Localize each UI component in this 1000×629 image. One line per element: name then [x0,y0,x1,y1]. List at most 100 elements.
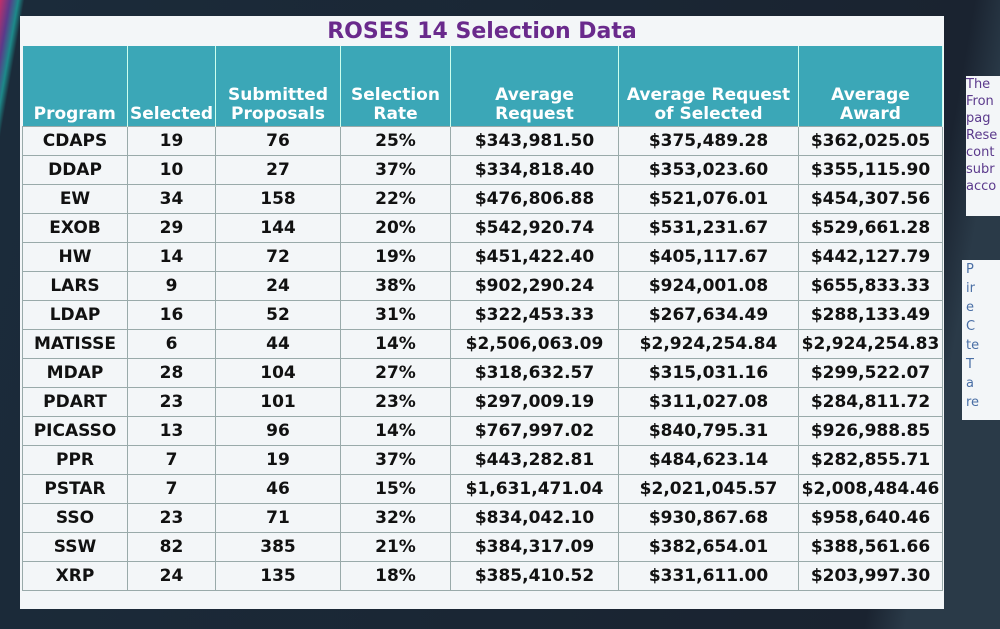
side-bullet-text: e [966,300,974,315]
table-cell: 52 [215,300,341,330]
column-header: Average Request [450,46,619,127]
table-cell: $203,997.30 [798,561,943,591]
table-cell: $384,317.09 [450,532,619,562]
table-cell: 71 [215,503,341,533]
side-text: subr [966,162,995,177]
table-cell: $476,806.88 [450,184,619,214]
table-cell: 385 [215,532,341,562]
table-cell: $924,001.08 [618,271,799,301]
table-cell: 18% [340,561,451,591]
table-row: EW 34 158 22% $476,806.88 $521,076.01 $454,307… [22,184,943,214]
table-row: PSTAR 7 46 15% $1,631,471.04 $2,021,045.57 $2,… [22,474,943,504]
column-header: Program [22,46,128,127]
table-row: MDAP 28 104 27% $318,632.57 $315,031.16 $299,5… [22,358,943,388]
table-cell: 19 [215,445,341,475]
table-cell: 37% [340,155,451,185]
table-cell: $958,640.46 [798,503,943,533]
side-bullet-text: T [966,357,974,372]
table-cell: $318,632.57 [450,358,619,388]
table-row: PDART 23 101 23% $297,009.19 $311,027.08 $284,… [22,387,943,417]
table-cell: $2,924,254.83 [798,329,943,359]
table-cell: $521,076.01 [618,184,799,214]
table-row: HW 14 72 19% $451,422.40 $405,117.67 $442,127.… [22,242,943,272]
table-cell: $311,027.08 [618,387,799,417]
table-cell: 44 [215,329,341,359]
table-cell: $334,818.40 [450,155,619,185]
table-cell: $930,867.68 [618,503,799,533]
side-text: acco [966,179,997,194]
side-bullet-text: P [966,262,974,277]
side-text: The [966,77,991,92]
table-row: MATISSE 6 44 14% $2,506,063.09 $2,924,254.84 $… [22,329,943,359]
table-cell: 24 [127,561,216,591]
table-cell: 19% [340,242,451,272]
table-cell: MDAP [22,358,128,388]
table-cell: 27% [340,358,451,388]
table-row: EXOB 29 144 20% $542,920.74 $531,231.67 $529,6… [22,213,943,243]
slide-title: ROSES 14 Selection Data [327,19,637,44]
side-text: Fron [966,94,994,109]
table-cell: $362,025.05 [798,126,943,156]
table-cell: 16 [127,300,216,330]
table-cell: $405,117.67 [618,242,799,272]
column-header: Average Award [798,46,943,127]
column-header: Submitted Proposals [215,46,341,127]
table-cell: $454,307.56 [798,184,943,214]
table-cell: $2,008,484.46 [798,474,943,504]
table-cell: $284,811.72 [798,387,943,417]
table-cell: LDAP [22,300,128,330]
table-cell: 21% [340,532,451,562]
table-cell: $388,561.66 [798,532,943,562]
table-cell: 23% [340,387,451,417]
column-header: Selection Rate [340,46,451,127]
table-cell: $840,795.31 [618,416,799,446]
table-cell: 32% [340,503,451,533]
table-cell: $2,924,254.84 [618,329,799,359]
table-cell: HW [22,242,128,272]
table-cell: 14 [127,242,216,272]
table-cell: 158 [215,184,341,214]
table-cell: DDAP [22,155,128,185]
table-cell: 14% [340,329,451,359]
table-cell: $382,654.01 [618,532,799,562]
table-cell: 22% [340,184,451,214]
table-cell: $322,453.33 [450,300,619,330]
table-row: LARS 9 24 38% $902,290.24 $924,001.08 $655,833… [22,271,943,301]
table-cell: $443,282.81 [450,445,619,475]
table-cell: $442,127.79 [798,242,943,272]
table-cell: 96 [215,416,341,446]
table-cell: 104 [215,358,341,388]
table-cell: $767,997.02 [450,416,619,446]
table-row: PPR 7 19 37% $443,282.81 $484,623.14 $282,855.… [22,445,943,475]
table-row: SSO 23 71 32% $834,042.10 $930,867.68 $958,640… [22,503,943,533]
table-cell: 20% [340,213,451,243]
table-cell: 13 [127,416,216,446]
table-cell: 28 [127,358,216,388]
table-cell: 31% [340,300,451,330]
side-bullet-text: C [966,319,976,334]
table-cell: 135 [215,561,341,591]
side-text: pag [966,111,991,126]
side-bullet-text: a [966,376,974,391]
table-cell: 82 [127,532,216,562]
table-cell: SSO [22,503,128,533]
table-cell: $926,988.85 [798,416,943,446]
table-cell: MATISSE [22,329,128,359]
side-panel: The Fron pag Rese cont subr acco [966,76,1000,216]
table-cell: $297,009.19 [450,387,619,417]
table-cell: CDAPS [22,126,128,156]
table-cell: $902,290.24 [450,271,619,301]
table-cell: 10 [127,155,216,185]
table-row: LDAP 16 52 31% $322,453.33 $267,634.49 $288,13… [22,300,943,330]
table-cell: 6 [127,329,216,359]
table-cell: $353,023.60 [618,155,799,185]
slide: ROSES 14 Selection Data Program Selected S… [20,16,944,609]
table-cell: 23 [127,503,216,533]
side-text: cont [966,145,995,160]
table-cell: 144 [215,213,341,243]
table-cell: $288,133.49 [798,300,943,330]
table-cell: 46 [215,474,341,504]
table-cell: $375,489.28 [618,126,799,156]
side-bullet-text: te [966,338,980,353]
table-cell: $331,611.00 [618,561,799,591]
